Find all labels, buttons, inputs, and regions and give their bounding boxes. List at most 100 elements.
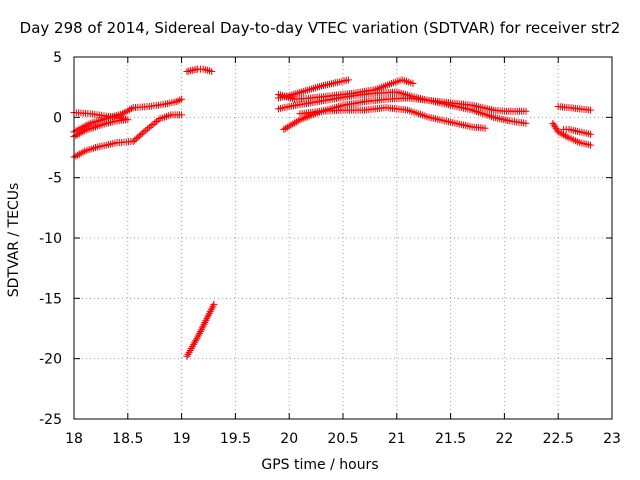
data-point	[120, 109, 128, 117]
data-point	[481, 124, 489, 132]
data-point	[195, 331, 203, 339]
data-point	[74, 131, 82, 139]
data-point	[554, 128, 562, 136]
data-point	[199, 322, 207, 330]
x-tick-label: 18.5	[112, 431, 143, 447]
chart-title: Day 298 of 2014, Sidereal Day-to-day VTE…	[19, 19, 621, 37]
series-arc-10	[280, 94, 530, 133]
x-tick-label: 22	[495, 431, 513, 447]
y-tick-label: -5	[48, 171, 62, 187]
data-points	[70, 65, 594, 360]
data-point	[196, 328, 204, 336]
data-point	[72, 152, 80, 160]
data-point	[147, 122, 155, 130]
x-tick-label: 20.5	[327, 431, 358, 447]
x-tick-label: 22.5	[543, 431, 574, 447]
data-point	[79, 128, 87, 136]
data-point	[172, 98, 180, 106]
data-point	[152, 117, 160, 125]
data-point	[138, 129, 146, 137]
data-point	[200, 320, 208, 328]
x-tick-label: 19	[173, 431, 191, 447]
data-point	[197, 326, 205, 334]
y-tick-label: -15	[39, 291, 62, 307]
data-point	[122, 116, 130, 124]
axis-ticks	[73, 56, 613, 420]
y-axis-label: SDTVAR / TECUs	[6, 182, 22, 298]
y-axis-tick-labels: 5 0 -5 -10 -15 -20 -25	[39, 50, 62, 428]
x-axis-tick-labels: 18 18.5 19 19.5 20 20.5 21 21.5 22 22.5 23	[65, 431, 621, 447]
data-point	[77, 129, 85, 137]
y-tick-label: 5	[53, 50, 62, 66]
data-point	[283, 123, 291, 131]
data-point	[144, 125, 152, 133]
series-arc-12	[554, 102, 594, 114]
data-point	[140, 128, 148, 136]
data-point	[287, 121, 295, 129]
data-point	[561, 132, 569, 140]
data-point	[75, 130, 83, 138]
data-point	[206, 308, 214, 316]
data-point	[522, 107, 530, 115]
data-point	[344, 76, 352, 84]
data-point	[292, 118, 300, 126]
series-arc-11	[296, 104, 489, 132]
data-point	[79, 148, 87, 156]
data-point	[210, 300, 218, 308]
series-arc-3	[70, 116, 130, 141]
data-point	[122, 108, 130, 116]
data-point	[75, 150, 83, 158]
y-tick-label: -10	[39, 231, 62, 247]
data-point	[205, 311, 212, 319]
data-point	[176, 96, 184, 104]
data-point	[118, 110, 126, 118]
data-point	[145, 123, 153, 131]
x-tick-label: 18	[65, 431, 83, 447]
series-arc-14	[560, 125, 594, 138]
data-point	[280, 125, 288, 133]
data-point	[149, 120, 157, 128]
x-axis-label: GPS time / hours	[261, 457, 379, 473]
series-arc-5	[183, 65, 216, 75]
y-tick-label: -20	[39, 352, 62, 368]
data-point	[208, 304, 216, 312]
data-point	[127, 105, 135, 113]
data-point	[178, 95, 186, 103]
data-point	[563, 133, 571, 141]
data-point	[558, 130, 566, 138]
data-point	[124, 107, 132, 115]
y-tick-label: 0	[53, 110, 62, 126]
data-point	[586, 141, 594, 149]
series-arc-6	[183, 300, 218, 360]
x-tick-label: 19.5	[220, 431, 251, 447]
x-tick-label: 20	[280, 431, 298, 447]
data-point	[209, 302, 217, 310]
data-point	[205, 309, 213, 317]
data-point	[77, 149, 85, 157]
data-point	[204, 313, 212, 321]
data-point	[556, 129, 564, 137]
data-point	[291, 119, 299, 127]
data-point	[586, 106, 594, 114]
data-point	[142, 126, 150, 134]
data-point	[194, 333, 202, 341]
data-point	[208, 67, 216, 75]
data-point	[151, 119, 159, 127]
data-point	[586, 130, 594, 138]
data-point	[201, 318, 209, 326]
data-point	[282, 124, 290, 132]
y-tick-label: -25	[39, 412, 62, 428]
data-point	[126, 106, 134, 114]
data-point	[174, 97, 182, 105]
data-point	[178, 111, 186, 119]
data-point	[198, 324, 206, 332]
data-point	[207, 306, 215, 314]
data-point	[202, 317, 210, 325]
data-point	[294, 117, 302, 125]
data-point	[74, 151, 82, 159]
data-point	[285, 122, 293, 130]
data-point	[72, 132, 80, 140]
data-point	[196, 329, 204, 337]
x-tick-label: 23	[603, 431, 621, 447]
data-point	[522, 119, 530, 127]
